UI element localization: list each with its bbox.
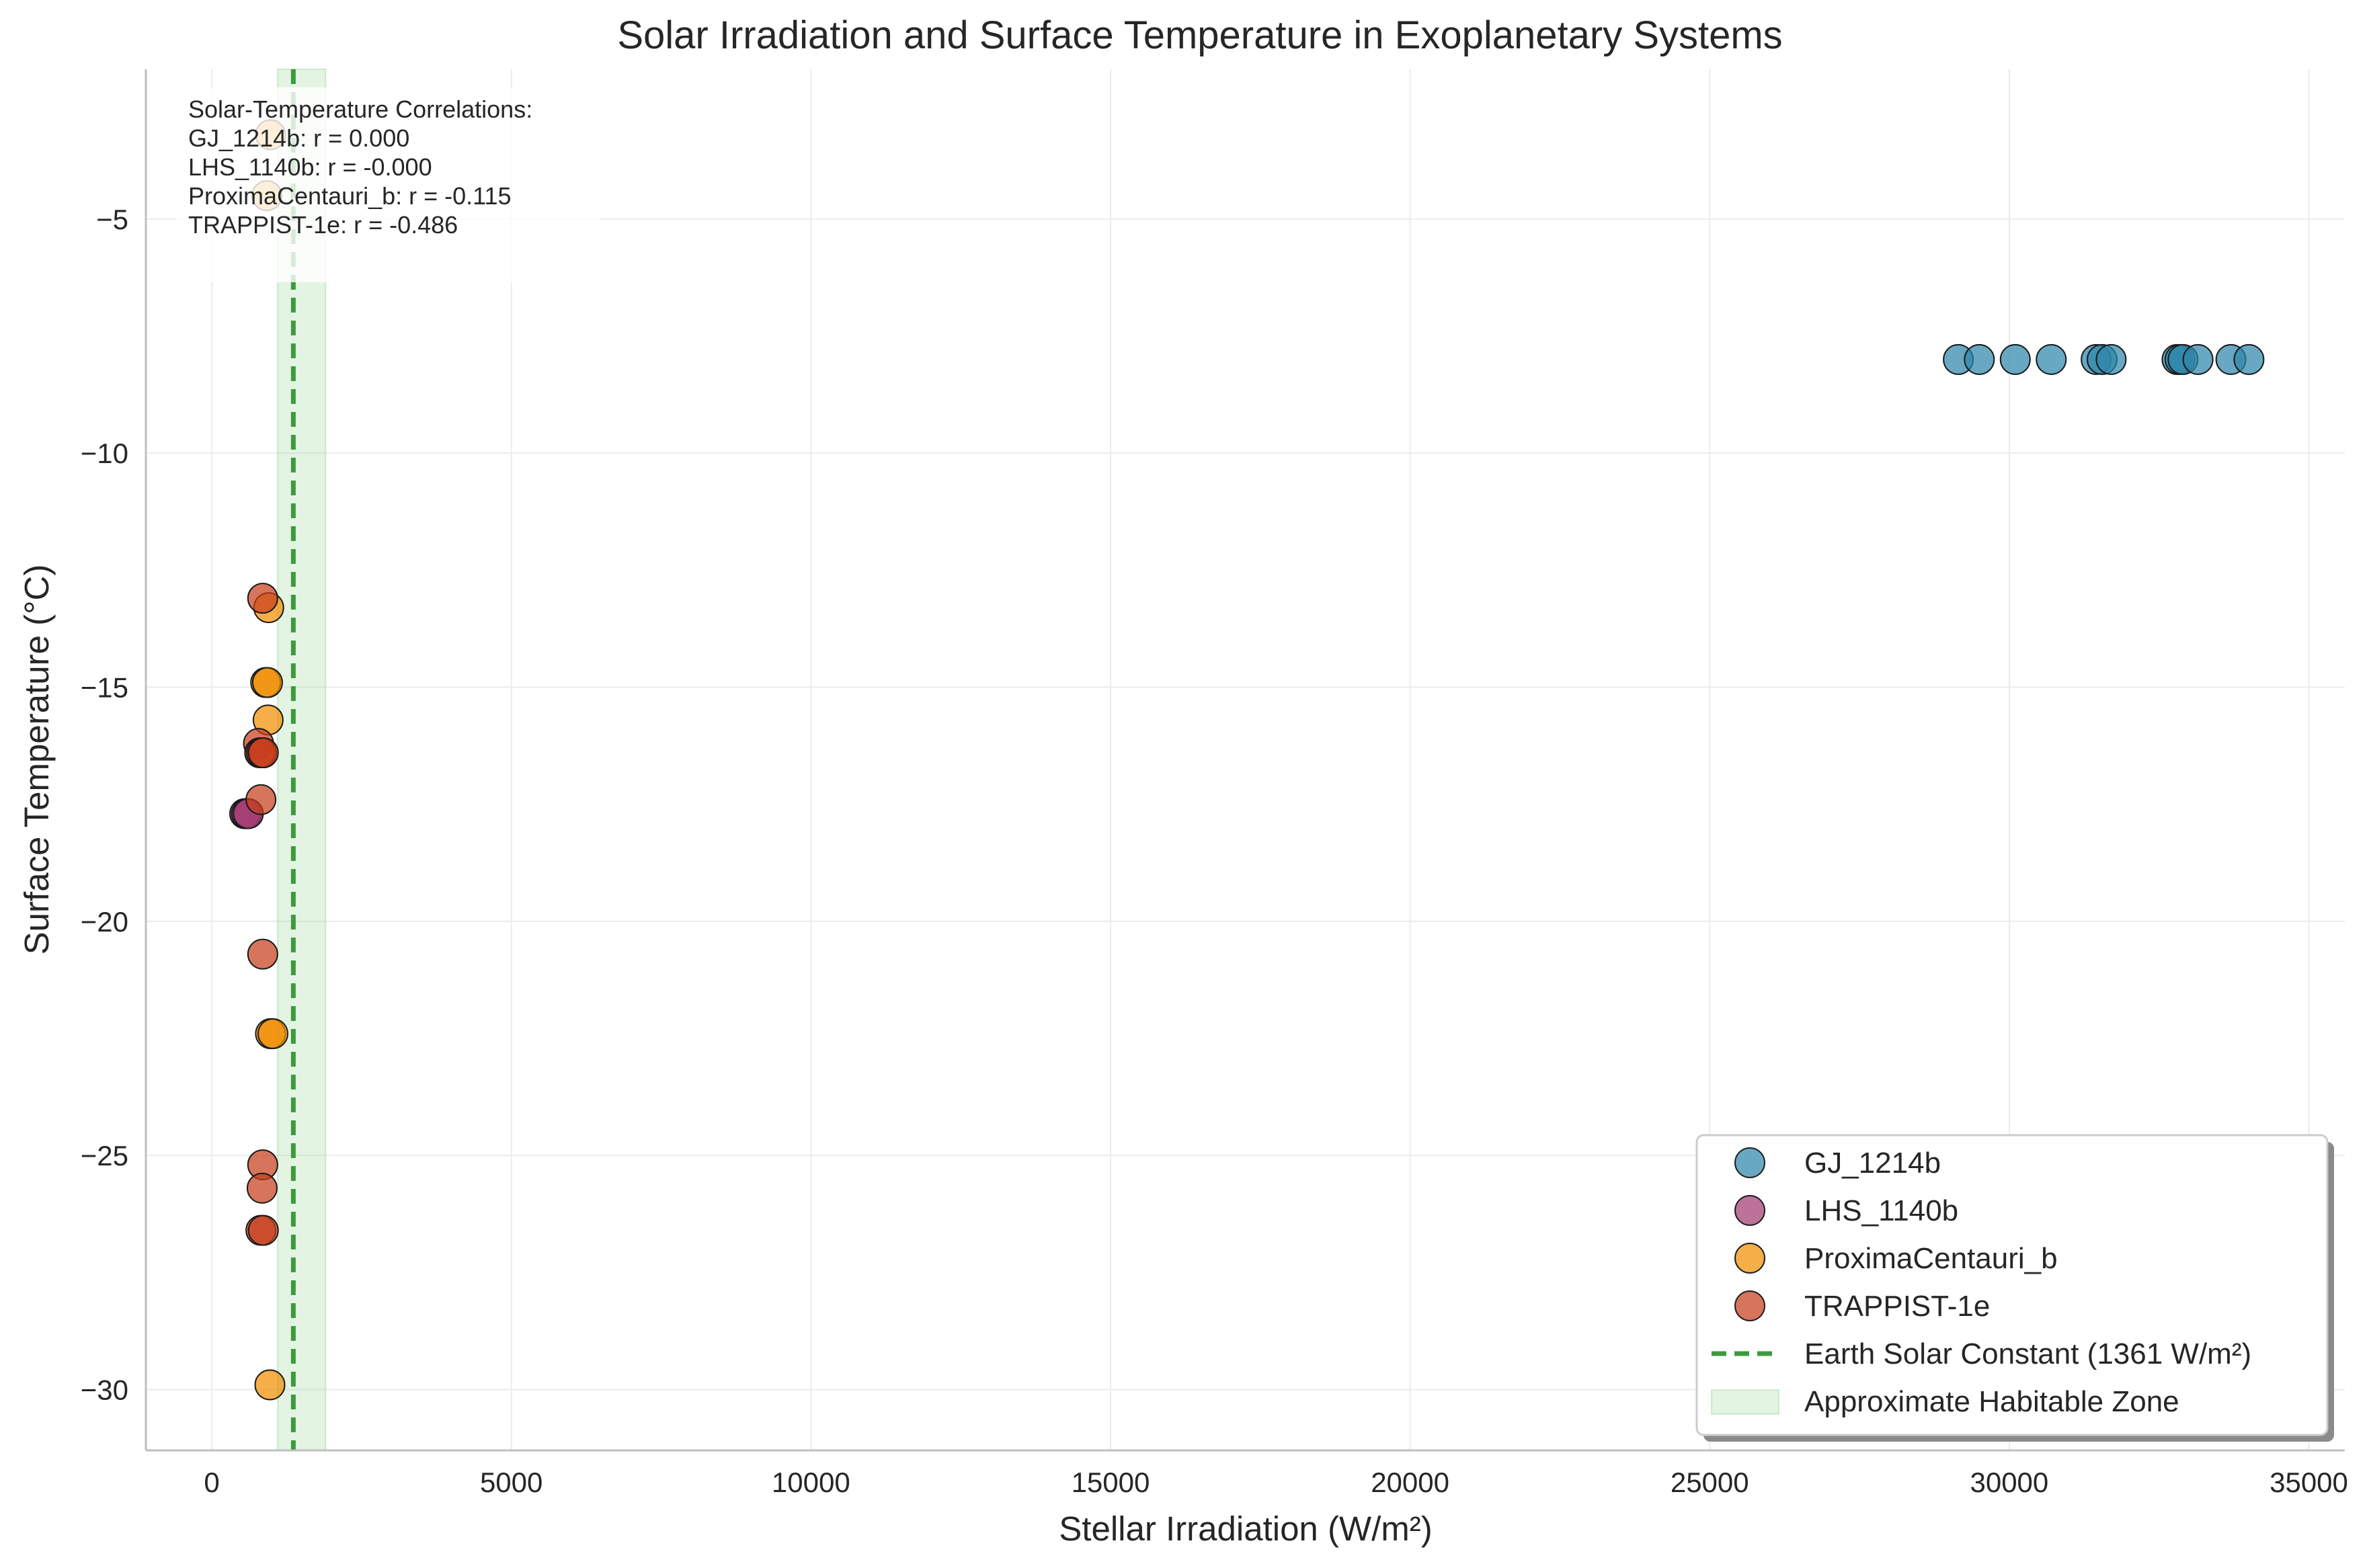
legend-marker-trappist xyxy=(1734,1290,1765,1321)
annotation-heading: Solar-Temperature Correlations: xyxy=(188,95,532,123)
x-tick-label: 35000 xyxy=(2270,1467,2348,1498)
x-tick-label: 25000 xyxy=(1671,1467,1749,1498)
point-trappist-1e xyxy=(247,737,279,769)
annotation-box xyxy=(176,87,600,282)
legend-marker-proxima xyxy=(1734,1243,1765,1274)
annotation-line: ProximaCentauri_b: r = -0.115 xyxy=(188,182,512,210)
point-trappist-1e xyxy=(246,1172,278,1204)
point-proximacentauri-b xyxy=(257,1018,288,1050)
point-gj-1214b xyxy=(2182,343,2214,375)
legend-frame xyxy=(1695,1134,2329,1436)
axes xyxy=(145,69,2345,1452)
x-tick-label: 5000 xyxy=(480,1467,543,1498)
y-tick-label: −30 xyxy=(81,1374,128,1405)
x-axis-label: Stellar Irradiation (W/m²) xyxy=(1059,1510,1432,1548)
point-proximacentauri-b xyxy=(254,1369,286,1401)
data-points xyxy=(229,119,2265,1401)
y-tick-label: −5 xyxy=(96,204,128,235)
point-gj-1214b xyxy=(2036,343,2067,375)
point-trappist-1e xyxy=(247,1214,279,1246)
x-tick-label: 15000 xyxy=(1072,1467,1150,1498)
x-tick-label: 10000 xyxy=(772,1467,850,1498)
point-gj-1214b xyxy=(2095,343,2127,375)
legend-label-proxima: ProximaCentauri_b xyxy=(1804,1242,2058,1275)
y-tick-label: −25 xyxy=(81,1140,128,1171)
legend: GJ_1214b LHS_1140b ProximaCentauri_b TRA… xyxy=(1695,1134,2334,1442)
legend-label-gj1214b: GJ_1214b xyxy=(1804,1147,1941,1180)
x-tick-label: 20000 xyxy=(1371,1467,1449,1498)
annotation-line: TRAPPIST-1e: r = -0.486 xyxy=(188,211,458,239)
point-proximacentauri-b xyxy=(251,667,283,698)
habitable-zone-band xyxy=(277,69,327,1451)
y-tick-labels: −5 −10 −15 −20 −25 −30 xyxy=(81,204,128,1406)
point-trappist-1e xyxy=(245,784,277,815)
x-tick-labels: 0 5000 10000 15000 20000 25000 30000 35000 xyxy=(204,1467,2348,1498)
x-tick-label: 30000 xyxy=(1970,1467,2048,1498)
legend-label-reference-line: Earth Solar Constant (1361 W/m²) xyxy=(1804,1337,2251,1370)
legend-marker-gj1214b xyxy=(1734,1147,1765,1178)
legend-label-lhs1140b: LHS_1140b xyxy=(1804,1194,1958,1227)
habitable-zone-layer xyxy=(277,69,327,1451)
legend-label-habitable-zone: Approximate Habitable Zone xyxy=(1804,1385,2179,1418)
y-tick-label: −20 xyxy=(81,906,128,938)
point-gj-1214b xyxy=(1999,343,2031,375)
y-tick-label: −10 xyxy=(81,438,128,469)
legend-label-trappist: TRAPPIST-1e xyxy=(1804,1290,1990,1323)
legend-marker-lhs1140b xyxy=(1734,1195,1765,1226)
y-tick-label: −15 xyxy=(81,672,128,704)
x-tick-label: 0 xyxy=(204,1467,219,1498)
annotation-line: GJ_1214b: r = 0.000 xyxy=(188,124,409,152)
chart-title: Solar Irradiation and Surface Temperatur… xyxy=(617,13,1782,57)
point-trappist-1e xyxy=(247,583,278,614)
annotation-line: LHS_1140b: r = -0.000 xyxy=(188,153,432,181)
point-trappist-1e xyxy=(247,938,278,970)
point-gj-1214b xyxy=(1964,343,1995,375)
point-gj-1214b xyxy=(2233,343,2265,375)
legend-marker-habitable-zone xyxy=(1711,1389,1779,1415)
correlation-annotation: Solar-Temperature Correlations: GJ_1214b… xyxy=(176,87,600,282)
y-axis-label: Surface Temperature (°C) xyxy=(17,565,56,955)
